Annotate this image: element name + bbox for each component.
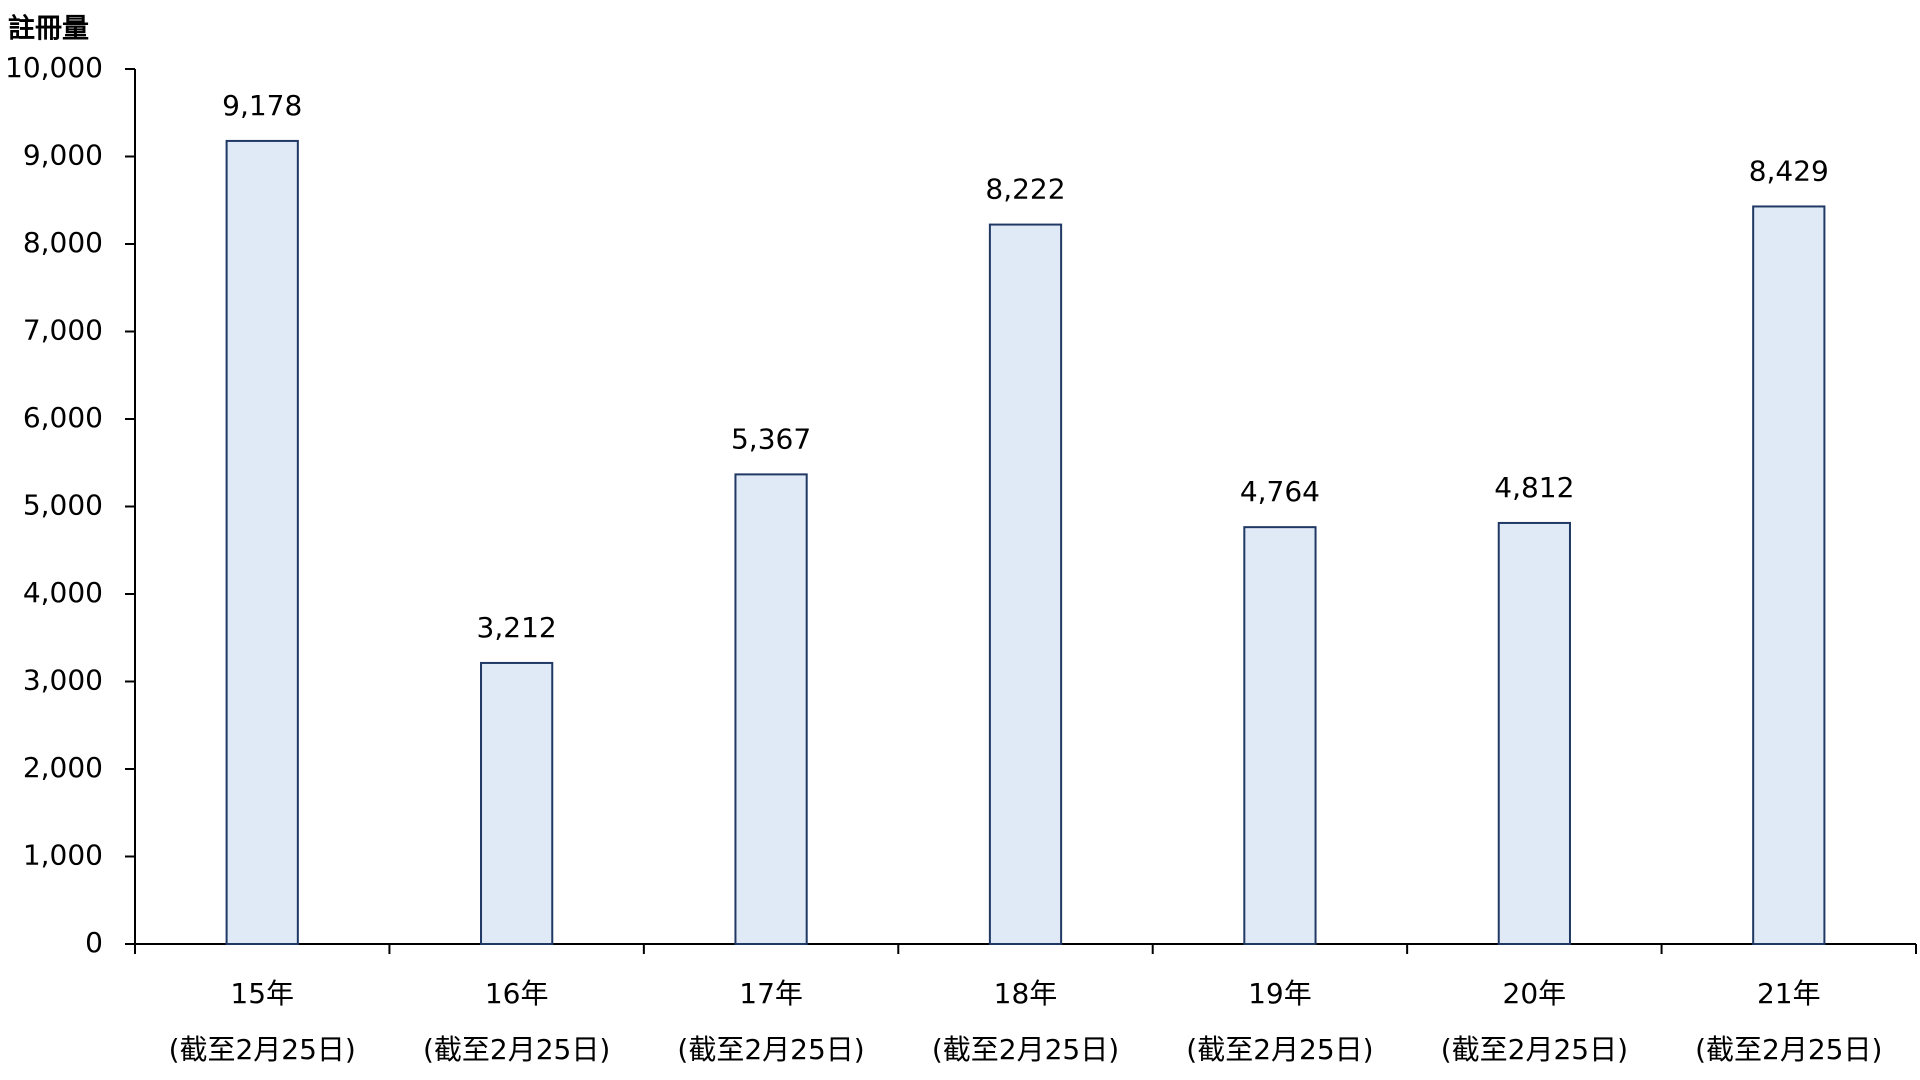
- x-tick-label: 15年: [230, 977, 294, 1010]
- value-label: 9,178: [222, 89, 302, 122]
- bar: [1243, 526, 1317, 946]
- bar: [988, 223, 1063, 945]
- x-tick-label: 21年: [1757, 977, 1821, 1010]
- y-tick-label: 9,000: [23, 139, 103, 172]
- y-tick-label: 0: [85, 926, 103, 959]
- bar: [480, 661, 554, 945]
- x-tick-label: (截至2月25日): [1186, 1033, 1373, 1066]
- y-tick-label: 3,000: [23, 664, 103, 697]
- x-tick-label: 18年: [994, 977, 1058, 1010]
- value-label: 8,222: [985, 173, 1065, 206]
- x-tick-label: (截至2月25日): [1441, 1033, 1628, 1066]
- value-label: 4,764: [1240, 475, 1320, 508]
- bar: [734, 473, 808, 945]
- y-axis-label: 註冊量: [8, 14, 89, 45]
- x-tick-label: 19年: [1248, 977, 1312, 1010]
- bar: [1497, 521, 1571, 945]
- x-tick-label: (截至2月25日): [423, 1033, 610, 1066]
- x-tick-label: (截至2月25日): [932, 1033, 1119, 1066]
- y-tick-label: 8,000: [23, 226, 103, 259]
- y-tick-label: 6,000: [23, 401, 103, 434]
- x-tick-label: 20年: [1503, 977, 1567, 1010]
- x-tick-label: 17年: [739, 977, 803, 1010]
- x-tick-label: 16年: [485, 977, 549, 1010]
- x-tick-label: (截至2月25日): [677, 1033, 864, 1066]
- x-tick-label: (截至2月25日): [1695, 1033, 1882, 1066]
- value-label: 3,212: [477, 611, 557, 644]
- y-tick-label: 10,000: [5, 51, 103, 84]
- value-label: 5,367: [731, 422, 811, 455]
- y-tick-label: 1,000: [23, 839, 103, 872]
- value-label: 4,812: [1494, 471, 1574, 504]
- value-label: 8,429: [1749, 154, 1829, 187]
- y-tick-label: 7,000: [23, 314, 103, 347]
- x-tick-label: (截至2月25日): [169, 1033, 356, 1066]
- y-tick-label: 5,000: [23, 489, 103, 522]
- y-tick-label: 4,000: [23, 576, 103, 609]
- y-tick-label: 2,000: [23, 751, 103, 784]
- bar: [1752, 205, 1826, 945]
- bar: [225, 139, 299, 946]
